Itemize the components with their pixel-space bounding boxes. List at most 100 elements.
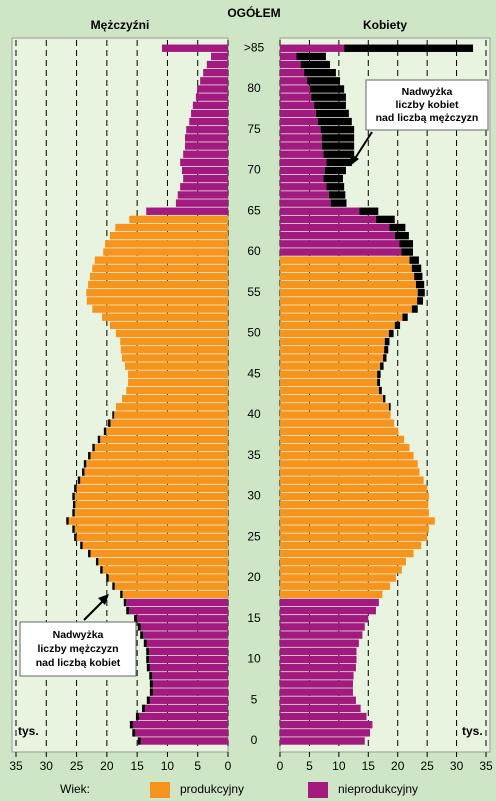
bar: [175, 199, 228, 207]
x-tick-label: 5: [306, 759, 313, 773]
bar: [110, 419, 228, 427]
bar: [280, 435, 405, 444]
bar: [200, 77, 228, 85]
surplus-segment: [389, 223, 406, 232]
surplus-segment: [146, 655, 150, 664]
bar: [280, 598, 379, 607]
annotation-text: Nadwyżka: [402, 86, 453, 98]
bar: [90, 549, 228, 558]
surplus-segment: [120, 590, 123, 598]
bar: [280, 411, 391, 419]
bar: [280, 582, 391, 590]
bar: [280, 566, 402, 574]
bar: [145, 704, 228, 713]
x-tick-label: 5: [194, 759, 201, 773]
bar: [125, 362, 228, 370]
surplus-segment: [129, 721, 133, 729]
bar: [203, 69, 228, 77]
surplus-segment: [377, 370, 381, 378]
bar: [280, 183, 327, 191]
bar: [280, 77, 308, 85]
bar: [280, 142, 322, 150]
surplus-segment: [359, 207, 379, 215]
bar: [129, 606, 228, 615]
bar: [94, 256, 228, 264]
bar: [98, 558, 229, 566]
legend-swatch: [150, 782, 170, 798]
surplus-segment: [417, 289, 425, 297]
x-tick-label: 35: [479, 759, 493, 773]
age-label: 40: [247, 407, 261, 421]
bar: [149, 696, 228, 704]
bar: [280, 476, 424, 484]
surplus-segment: [112, 582, 115, 590]
bar: [280, 395, 383, 403]
bar: [94, 443, 228, 452]
bar: [135, 729, 228, 737]
surplus-segment: [377, 378, 381, 387]
bar: [152, 688, 228, 696]
legend-label: nieprodukcyjny: [338, 782, 418, 796]
bar: [82, 541, 228, 550]
surplus-segment: [317, 117, 352, 126]
bar: [280, 443, 410, 452]
surplus-segment: [394, 321, 401, 330]
surplus-segment: [401, 248, 414, 256]
bar: [183, 150, 228, 158]
x-tick-label: 25: [70, 759, 84, 773]
bar: [280, 207, 360, 215]
bar: [143, 631, 228, 639]
bar: [280, 525, 429, 533]
bar: [115, 329, 228, 338]
bar: [280, 240, 400, 248]
bar: [102, 566, 228, 574]
annotation-text: Nadwyżka: [53, 629, 104, 641]
surplus-segment: [132, 729, 136, 737]
annotation-text: nad liczbą kobiet: [36, 657, 121, 669]
bar: [186, 126, 228, 134]
surplus-segment: [135, 712, 139, 721]
surplus-segment: [383, 395, 386, 403]
bar: [138, 712, 228, 721]
annotation-text: nad liczbą mężczyzn: [376, 112, 479, 124]
surplus-segment: [417, 297, 424, 305]
bar: [280, 60, 301, 69]
bar: [92, 264, 228, 272]
bar: [280, 452, 414, 460]
bar: [280, 52, 297, 61]
surplus-segment: [146, 663, 150, 672]
surplus-segment: [88, 452, 91, 460]
bar: [109, 321, 228, 330]
surplus-segment: [328, 191, 346, 199]
x-tick-label: 0: [225, 759, 232, 773]
bar: [191, 109, 228, 118]
bar: [280, 191, 329, 199]
surplus-segment: [141, 704, 146, 713]
surplus-segment: [314, 101, 346, 109]
legend-label: produkcyjny: [180, 782, 244, 796]
surplus-segment: [321, 142, 355, 150]
surplus-segment: [409, 256, 419, 264]
x-tick-label: 10: [161, 759, 175, 773]
bar: [149, 647, 228, 656]
surplus-segment: [108, 419, 111, 427]
bar: [74, 509, 228, 517]
bar: [86, 460, 229, 468]
bar: [280, 721, 373, 729]
x-tick-label: 30: [450, 759, 464, 773]
bar: [280, 378, 378, 387]
surplus-segment: [326, 183, 345, 191]
bar: [100, 435, 228, 444]
surplus-segment: [103, 427, 107, 435]
age-label: 45: [247, 366, 261, 380]
bar: [184, 142, 228, 150]
bar: [211, 52, 228, 61]
surplus-segment: [307, 77, 341, 85]
bar: [280, 639, 359, 647]
bar: [280, 256, 410, 264]
bar: [280, 313, 403, 321]
bar: [280, 541, 422, 550]
age-label: 55: [247, 285, 261, 299]
surplus-segment: [74, 533, 77, 541]
legend-swatch: [308, 782, 328, 798]
